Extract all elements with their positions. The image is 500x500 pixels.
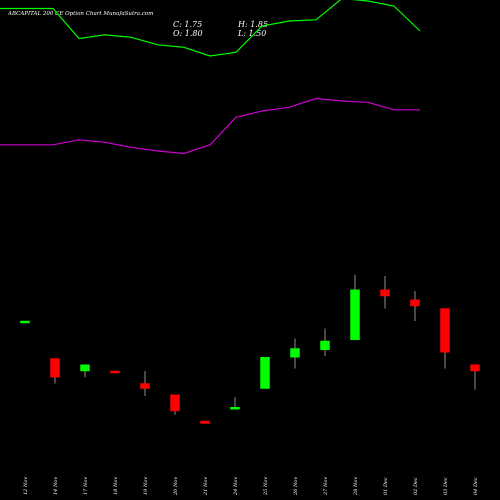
low-value: L: 1.50 — [237, 29, 266, 38]
candle-body — [410, 299, 420, 307]
candle-body — [230, 407, 240, 410]
candle-body — [200, 420, 210, 424]
x-tick-label: 21 Nov — [203, 477, 209, 496]
candle — [260, 357, 270, 389]
candle — [350, 274, 360, 340]
candle — [470, 364, 480, 390]
candle — [50, 358, 60, 384]
candle-body — [170, 394, 180, 412]
candle — [140, 371, 150, 396]
x-tick-label: 12 Nov — [23, 477, 29, 495]
upper-band-line — [0, 0, 421, 57]
candle-body — [110, 370, 120, 374]
x-tick-label: 03 Dec — [443, 477, 449, 495]
lower-band-line — [0, 97, 420, 155]
candle — [440, 308, 450, 369]
x-tick-label: 24 Nov — [233, 477, 239, 496]
candle — [80, 364, 90, 378]
x-tick-label: 02 Dec — [413, 477, 419, 495]
candle-body — [260, 357, 270, 389]
candle — [230, 397, 240, 410]
candle-body — [80, 364, 90, 372]
x-tick-label: 01 Dec — [383, 477, 389, 495]
x-tick-label: 25 Nov — [263, 477, 269, 496]
close-value: C: 1.75 — [173, 20, 202, 29]
candle — [410, 291, 420, 321]
candle-body — [320, 340, 330, 350]
candle-body — [20, 320, 30, 324]
x-tick-label: 20 Nov — [173, 477, 179, 496]
candle — [200, 420, 210, 424]
candle — [170, 394, 180, 415]
x-axis-ticks: 12 Nov 14 Nov 17 Nov 18 Nov 19 Nov 20 Nov 21 N… — [23, 477, 479, 496]
x-tick-label: 26 Nov — [293, 477, 299, 496]
candles-layer — [20, 274, 480, 424]
candle-body — [470, 364, 480, 372]
high-value: H: 1.85 — [237, 20, 268, 29]
candle-body — [290, 348, 300, 358]
x-tick-label: 19 Nov — [143, 477, 149, 495]
x-tick-label: 17 Nov — [83, 477, 89, 495]
candle-body — [350, 289, 360, 340]
bands-layer — [0, 0, 421, 155]
candle-body — [50, 358, 60, 378]
chart-title: ABCAPITAL 200 CE Option Chart MunafaSutr… — [7, 11, 153, 17]
candle — [110, 370, 120, 374]
candle — [380, 276, 390, 309]
candle — [20, 320, 30, 324]
candle-body — [380, 289, 390, 297]
x-tick-label: 04 Dec — [473, 477, 479, 495]
candle — [290, 338, 300, 369]
candle — [320, 328, 330, 356]
x-tick-label: 18 Nov — [113, 477, 119, 495]
open-value: O: 1.80 — [173, 29, 203, 38]
x-tick-label: 14 Nov — [53, 477, 59, 495]
x-tick-label: 28 Nov — [353, 477, 359, 496]
candle-body — [140, 383, 150, 389]
candle-body — [440, 308, 450, 353]
x-tick-label: 27 Nov — [323, 477, 329, 496]
